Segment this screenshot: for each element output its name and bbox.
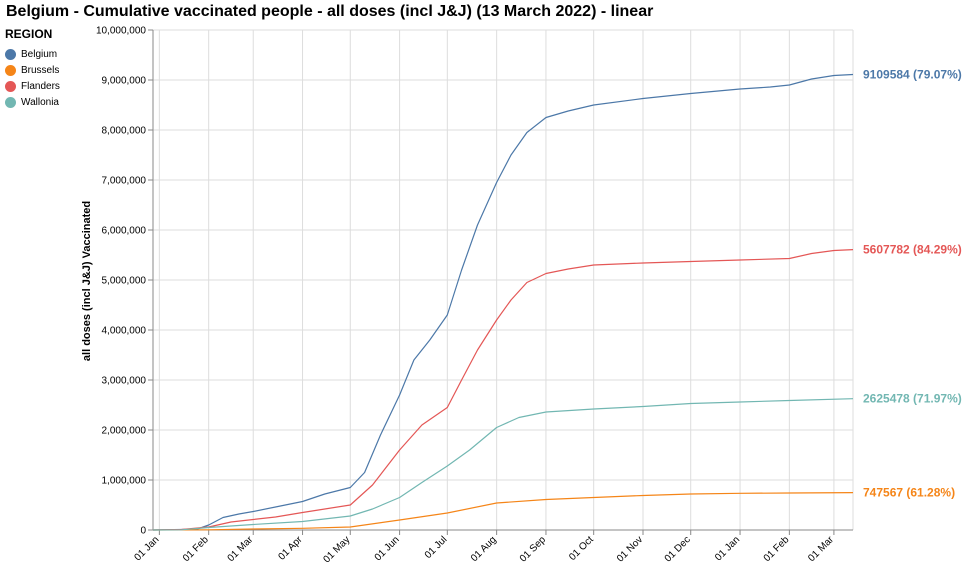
series-line-belgium — [152, 73, 854, 531]
series-line-brussels — [152, 492, 854, 531]
legend-swatch-wallonia — [5, 96, 16, 108]
y-tick-label: 2,000,000 — [102, 426, 147, 437]
end-label-belgium: 9109584 (79.07%) — [863, 68, 962, 82]
x-tick-label: 01 Feb — [762, 534, 792, 564]
series-lines — [152, 73, 854, 531]
x-tick-label: 01 Nov — [615, 534, 645, 564]
end-labels: 9109584 (79.07%) 747567 (61.28%) 5607782 (… — [863, 68, 962, 500]
y-tick-label: 6,000,000 — [102, 226, 147, 237]
legend-label-belgium: Belgium — [21, 48, 58, 60]
x-tick-label: 01 Jan — [713, 534, 742, 563]
y-tick-label: 4,000,000 — [102, 326, 147, 337]
y-tick-label: 10,000,000 — [96, 26, 146, 37]
legend-swatch-belgium — [5, 48, 16, 60]
legend-item-flanders[interactable]: Flanders — [5, 78, 60, 94]
legend-swatch-flanders — [5, 80, 16, 92]
x-tick-label: 01 Sep — [518, 534, 548, 564]
y-tick-label: 7,000,000 — [102, 176, 147, 187]
axes: 0 1,000,000 2,000,000 3,000,000 4,000,000 5,0… — [96, 26, 853, 565]
legend-item-brussels[interactable]: Brussels — [5, 62, 60, 78]
y-axis-label: all doses (incl J&J) Vaccinated — [81, 201, 93, 361]
legend-item-wallonia[interactable]: Wallonia — [5, 94, 60, 110]
x-tick-label: 01 Jul — [423, 534, 450, 561]
legend: REGION Belgium Brussels Flanders Walloni… — [5, 27, 60, 110]
legend-swatch-brussels — [5, 64, 16, 76]
grid — [153, 29, 854, 531]
legend-label-wallonia: Wallonia — [21, 96, 59, 108]
y-tick-label: 5,000,000 — [102, 276, 147, 287]
x-tick-label: 01 Aug — [469, 534, 499, 564]
legend-title: REGION — [5, 27, 53, 41]
x-tick-label: 01 Jan — [132, 534, 161, 563]
x-tick-label: 01 Dec — [663, 534, 693, 564]
series-line-wallonia — [152, 398, 854, 531]
end-label-brussels: 747567 (61.28%) — [863, 486, 955, 500]
legend-item-belgium[interactable]: Belgium — [5, 46, 60, 62]
y-tick-label: 9,000,000 — [102, 76, 147, 87]
series-line-flanders — [152, 249, 854, 531]
x-tick-label: 01 Jun — [373, 534, 402, 563]
x-tick-label: 01 Mar — [226, 534, 256, 564]
x-tick-label: 01 Oct — [567, 534, 596, 563]
y-tick-label: 0 — [140, 526, 146, 537]
x-tick-label: 01 Apr — [276, 534, 305, 563]
y-tick-label: 1,000,000 — [102, 476, 147, 487]
chart-title: Belgium - Cumulative vaccinated people -… — [6, 3, 654, 20]
x-tick-label: 01 May — [321, 534, 352, 565]
end-label-wallonia: 2625478 (71.97%) — [863, 392, 962, 406]
x-tick-label: 01 Mar — [806, 534, 836, 564]
y-tick-label: 3,000,000 — [102, 376, 147, 387]
legend-label-flanders: Flanders — [21, 80, 60, 92]
legend-label-brussels: Brussels — [21, 64, 60, 76]
y-tick-label: 8,000,000 — [102, 126, 147, 137]
end-label-flanders: 5607782 (84.29%) — [863, 243, 962, 257]
x-tick-label: 01 Feb — [181, 534, 211, 564]
